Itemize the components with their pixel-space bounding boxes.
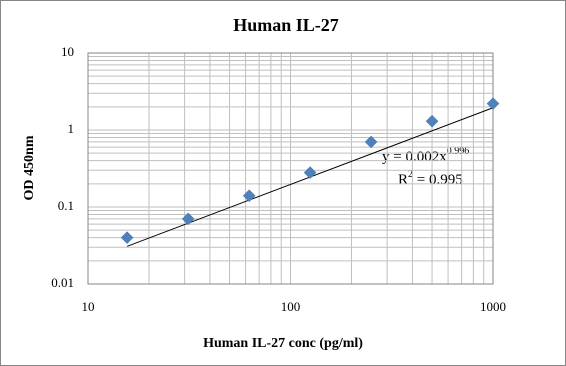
marker	[303, 166, 317, 179]
x-tick-label: 1000	[480, 299, 506, 314]
x-tick-label: 100	[281, 299, 301, 314]
r-squared: R2 = 0.995	[398, 169, 463, 188]
equation-text: y = 0.002x	[382, 149, 447, 165]
marker	[425, 114, 439, 128]
marker	[486, 97, 500, 110]
y-axis-label: OD 450nm	[22, 135, 37, 200]
marker	[242, 189, 256, 203]
plot-border	[87, 52, 494, 285]
y-tick-label: 0.01	[51, 275, 74, 290]
marker	[120, 231, 134, 244]
y-tick-label: 10	[61, 44, 74, 59]
x-tick-label: 10	[82, 299, 95, 314]
y-tick-label: 0.1	[58, 198, 74, 213]
r2-base: R	[398, 172, 408, 188]
r2-rest: = 0.995	[413, 172, 463, 188]
r2-power: 2	[408, 169, 413, 180]
y-tick-label: 1	[68, 121, 75, 136]
x-axis-label: Human IL-27 conc (pg/ml)	[203, 336, 363, 351]
marker	[181, 212, 195, 226]
equation-exponent: 0.996	[447, 146, 470, 157]
marker	[364, 135, 378, 149]
chart-title: Human IL-27	[233, 15, 339, 35]
plot-area	[87, 52, 494, 285]
